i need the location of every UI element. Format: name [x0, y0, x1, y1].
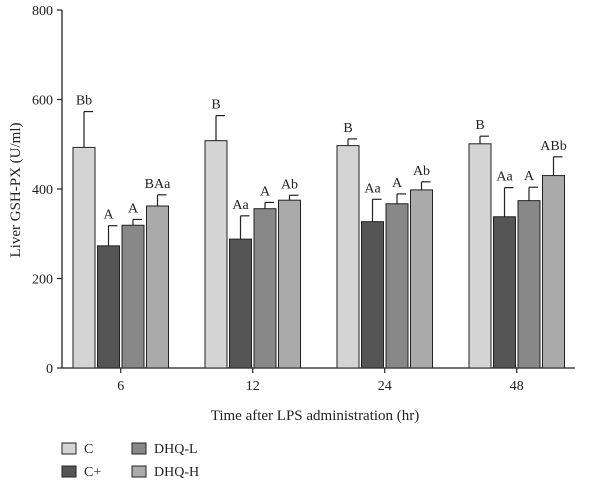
legend-label: DHQ-H — [154, 465, 199, 480]
bar — [229, 238, 252, 369]
bar — [253, 208, 277, 369]
bar — [146, 205, 169, 369]
bar — [468, 143, 492, 369]
significance-label: A — [392, 176, 403, 191]
significance-label: B — [343, 121, 352, 136]
bar — [517, 200, 541, 369]
bar — [97, 245, 120, 369]
bar — [542, 175, 565, 369]
y-tick-label: 400 — [32, 183, 53, 198]
y-tick-label: 200 — [32, 273, 53, 288]
x-tick-label: 12 — [246, 379, 260, 394]
significance-label: Aa — [232, 198, 249, 213]
x-tick-label: 6 — [117, 379, 124, 394]
significance-label: Bb — [76, 94, 92, 109]
bar — [204, 140, 228, 369]
y-axis-title: Liver GSH-PX (U/ml) — [8, 123, 24, 258]
significance-label: BAa — [145, 177, 171, 192]
significance-label: B — [475, 118, 484, 133]
legend-label: C+ — [84, 465, 101, 480]
y-tick-label: 0 — [46, 362, 53, 377]
significance-label: ABb — [540, 139, 566, 154]
significance-label: Ab — [281, 177, 298, 192]
legend-label: C — [84, 442, 93, 457]
bar — [410, 189, 433, 369]
legend-swatch — [61, 465, 77, 478]
y-tick-label: 800 — [32, 4, 53, 19]
significance-label: A — [260, 184, 271, 199]
significance-label: Aa — [496, 170, 513, 185]
significance-label: B — [211, 98, 220, 113]
legend-swatch — [131, 442, 147, 455]
bar — [336, 145, 360, 369]
x-tick-label: 48 — [510, 379, 524, 394]
significance-label: Ab — [413, 164, 430, 179]
x-tick-label: 24 — [378, 379, 392, 394]
bar — [121, 224, 145, 369]
legend-swatch — [131, 465, 147, 478]
legend-label: DHQ-L — [154, 442, 198, 457]
bar — [278, 199, 301, 369]
bar — [385, 203, 409, 369]
x-axis-title: Time after LPS administration (hr) — [211, 408, 420, 424]
bar — [493, 216, 516, 369]
bar — [361, 221, 384, 369]
bars — [72, 110, 565, 369]
legend-swatch — [61, 442, 77, 455]
legend: C C+ DHQ-L DHQ-H — [61, 442, 199, 480]
significance-label: A — [524, 169, 535, 184]
bar — [72, 146, 96, 369]
significance-label: A — [103, 208, 114, 223]
y-tick-label: 600 — [32, 94, 53, 109]
significance-label: Aa — [364, 181, 381, 196]
significance-label: A — [128, 201, 139, 216]
